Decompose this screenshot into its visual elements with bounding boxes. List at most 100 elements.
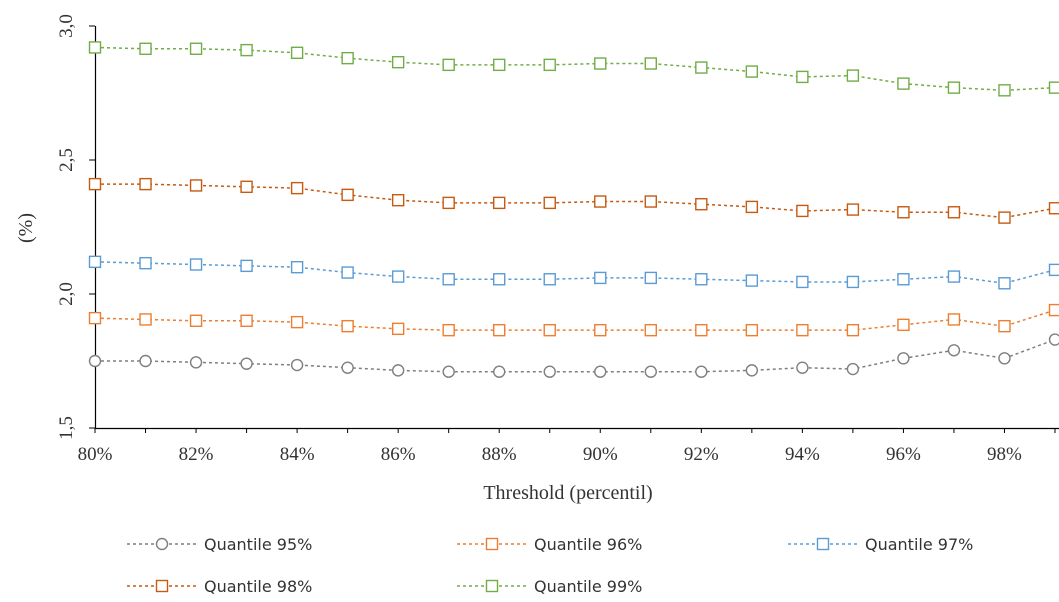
x-tick-label: 92%: [684, 444, 719, 465]
x-tick-label: 98%: [987, 444, 1022, 465]
data-point: [695, 323, 708, 337]
series-5: [88, 41, 1059, 97]
data-point: [644, 195, 657, 208]
data-point: [189, 42, 203, 55]
data-point: [139, 256, 152, 270]
data-point: [947, 206, 961, 219]
data-point: [745, 323, 759, 337]
data-point: [139, 313, 152, 326]
data-point: [341, 319, 354, 333]
data-point: [341, 266, 354, 279]
y-tick-label: 3,0: [56, 14, 77, 38]
y-tick-label: 1,5: [56, 416, 77, 440]
data-point: [493, 273, 506, 286]
data-point: [442, 196, 455, 210]
data-point: [240, 314, 253, 327]
data-point: [543, 273, 556, 286]
data-point: [846, 275, 860, 289]
x-tick-label: 90%: [583, 444, 618, 465]
data-point: [796, 70, 809, 84]
data-point: [341, 51, 354, 65]
data-point: [442, 323, 455, 337]
x-tick-label: 86%: [381, 444, 416, 465]
data-point: [897, 318, 910, 332]
axes: [94, 26, 1059, 430]
data-point: [493, 323, 506, 337]
series-line: [94, 261, 1056, 285]
legend-label: Quantile 99%: [534, 577, 642, 596]
y-ticks: 1,5 2,0 2,5 3,0: [56, 14, 95, 440]
data-point: [695, 61, 708, 74]
data-point: [391, 322, 405, 336]
data-point: [88, 354, 102, 368]
data-point: [594, 195, 607, 208]
data-point: [1048, 333, 1059, 346]
data-point: [998, 84, 1011, 97]
data-point: [189, 314, 203, 327]
data-point: [897, 352, 910, 365]
legend-marker: [485, 537, 499, 551]
data-point: [998, 277, 1011, 290]
data-point: [745, 274, 759, 287]
data-point: [695, 198, 708, 211]
data-point: [290, 315, 304, 329]
data-point: [88, 255, 102, 269]
legend-marker: [155, 537, 169, 551]
data-point: [189, 179, 203, 192]
data-point: [88, 41, 102, 54]
legend: Quantile 95% Quantile 96% Quantile 97% Quan…: [127, 535, 973, 596]
data-point: [240, 259, 253, 273]
data-point: [139, 177, 152, 191]
series-1: [88, 333, 1059, 378]
data-point: [442, 365, 455, 378]
y-tick-label: 2,5: [56, 148, 77, 172]
data-point: [341, 188, 354, 202]
data-point: [796, 204, 809, 218]
legend-item: Quantile 97%: [788, 535, 973, 554]
series-line: [95, 183, 1056, 219]
data-point: [897, 206, 910, 219]
legend-marker: [155, 579, 169, 593]
data-point: [594, 323, 607, 337]
x-tick-label: 82%: [179, 444, 214, 465]
data-point: [1048, 303, 1059, 317]
data-point: [947, 270, 961, 283]
legend-item: Quantile 95%: [127, 535, 312, 554]
legend-label: Quantile 95%: [204, 535, 312, 554]
x-tick-label: 80%: [78, 444, 113, 465]
data-point: [644, 323, 657, 337]
legend-item: Quantile 98%: [127, 577, 312, 596]
x-tick-label: 84%: [280, 444, 315, 465]
data-point: [543, 365, 556, 378]
data-point: [644, 271, 657, 285]
data-point: [493, 58, 506, 72]
data-point: [947, 344, 961, 357]
data-point: [846, 323, 860, 337]
legend-label: Quantile 96%: [534, 535, 642, 554]
legend-label: Quantile 97%: [865, 535, 973, 554]
data-point: [796, 323, 809, 337]
data-point: [594, 271, 607, 285]
data-point: [442, 273, 455, 286]
data-point: [947, 313, 961, 326]
data-point: [442, 58, 455, 72]
series-line: [95, 338, 1056, 373]
data-point: [745, 200, 759, 214]
data-point: [1048, 81, 1059, 94]
data-point: [745, 65, 759, 78]
data-point: [695, 365, 708, 378]
data-point: [796, 361, 809, 374]
series-layer: [88, 41, 1059, 378]
data-point: [240, 180, 253, 194]
data-point: [240, 43, 253, 57]
data-point: [88, 177, 102, 191]
data-point: [189, 258, 203, 271]
data-point: [644, 57, 657, 70]
data-point: [594, 57, 607, 70]
data-point: [897, 273, 910, 286]
data-point: [947, 81, 961, 94]
x-ticks: 80% 82% 84% 86% 88% 90% 92% 94% 96% 98%: [78, 428, 1056, 465]
data-point: [745, 364, 759, 377]
series-4: [88, 177, 1059, 224]
data-point: [1048, 202, 1059, 215]
